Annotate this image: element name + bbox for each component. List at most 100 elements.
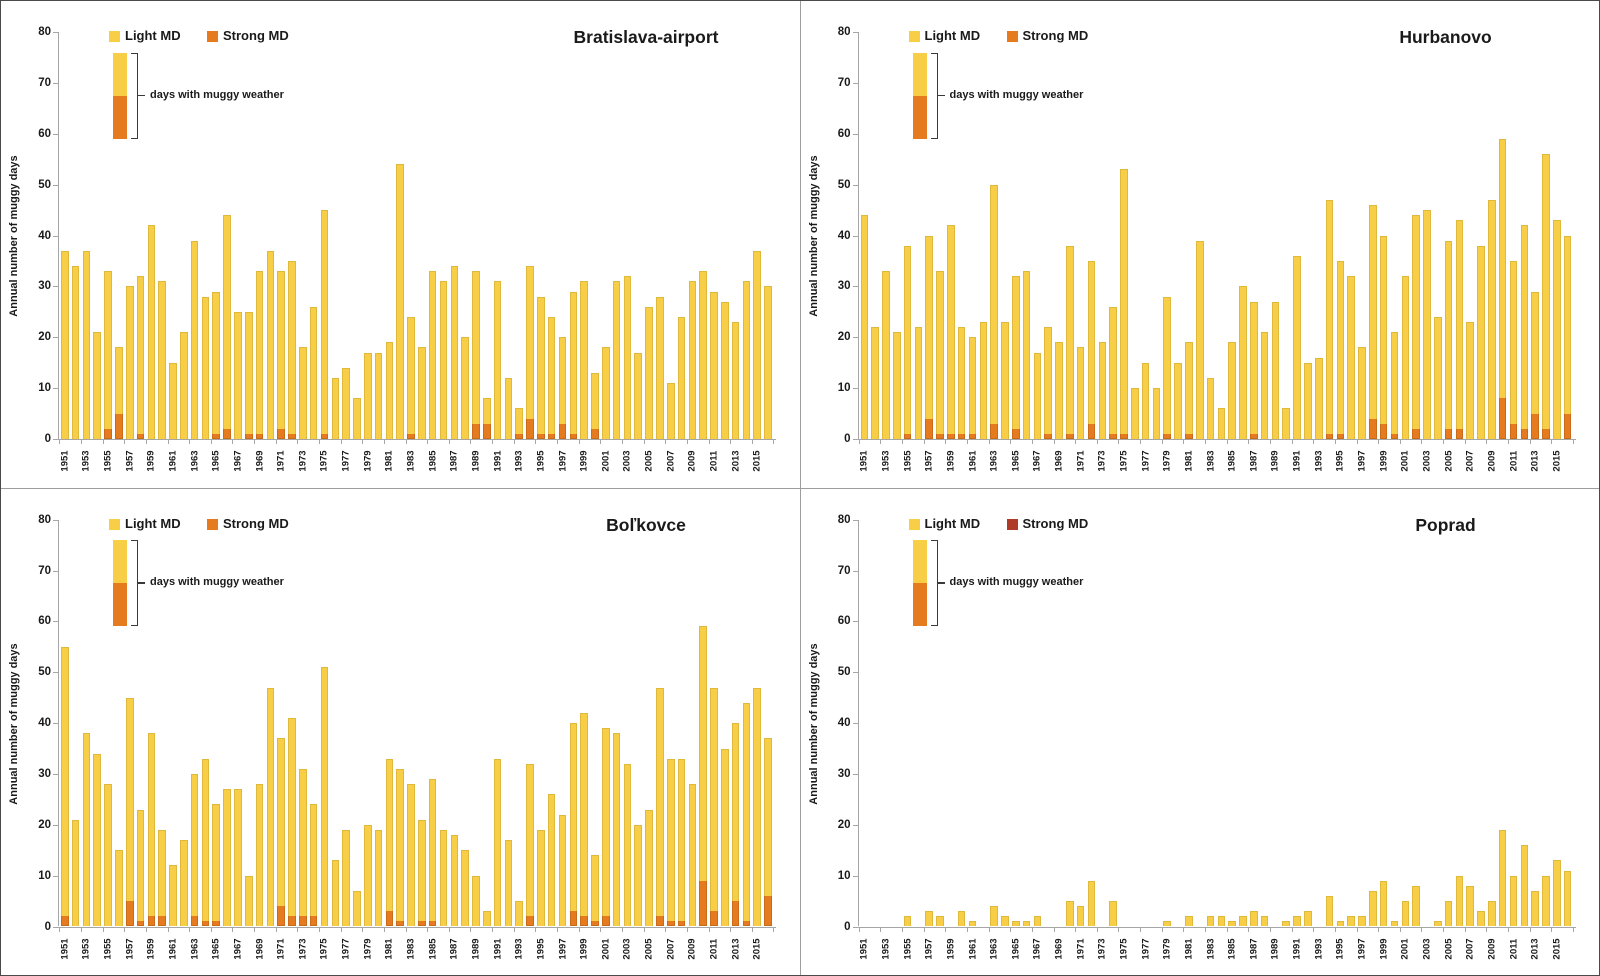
x-tick-mark — [1053, 927, 1055, 932]
x-tick-mark — [557, 440, 559, 444]
light-md-segment — [407, 784, 415, 927]
bar-1955 — [903, 245, 912, 439]
x-tick-label: 1969 — [254, 450, 266, 472]
light-md-segment — [255, 271, 264, 434]
strong-md-segment — [677, 921, 686, 927]
bar-2008 — [677, 316, 686, 439]
bar-1958 — [936, 916, 944, 927]
legend-annotation: days with muggy weather — [150, 88, 284, 101]
y-tick-mark — [852, 32, 858, 34]
light-md-segment — [721, 748, 729, 927]
light-md-segment — [374, 829, 383, 927]
light-md-segment — [342, 367, 350, 439]
light-md-segment — [677, 316, 686, 439]
light-md-segment — [1250, 911, 1258, 927]
bar-1975 — [320, 667, 329, 927]
bar-1955 — [104, 271, 112, 439]
y-tick-label: 10 — [837, 382, 851, 395]
light-md-segment — [374, 352, 383, 439]
x-tick-mark — [1248, 927, 1250, 932]
light-md-segment — [299, 347, 307, 439]
x-tick-label: 1967 — [1031, 450, 1043, 472]
x-tick-mark — [59, 440, 61, 444]
x-tick-label: 1989 — [470, 450, 482, 472]
light-md-swatch — [908, 31, 920, 42]
x-tick-mark — [145, 927, 147, 932]
x-tick-mark — [1334, 927, 1336, 932]
light-md-segment — [255, 784, 264, 927]
x-tick-label: 1997 — [557, 937, 569, 960]
strong-md-segment — [1444, 428, 1453, 439]
light-md-segment — [580, 281, 588, 439]
strong-md-segment — [320, 433, 329, 439]
strong-md-segment — [764, 895, 772, 927]
strong-md-swatch — [207, 518, 218, 530]
x-tick-mark — [383, 927, 385, 932]
light-md-segment — [688, 784, 697, 927]
x-tick-label: 1977 — [340, 450, 352, 472]
x-tick-mark — [102, 927, 104, 932]
x-tick-label: 2007 — [1464, 937, 1476, 960]
light-md-segment — [1444, 901, 1453, 927]
bar-1996 — [547, 794, 556, 927]
bar-1972 — [288, 718, 296, 927]
bar-1975 — [1120, 169, 1128, 439]
bar-1986 — [1239, 286, 1247, 439]
light-md-segment — [1401, 276, 1410, 439]
bar-1969 — [255, 271, 264, 439]
x-tick-label: 2003 — [1421, 450, 1433, 472]
light-md-segment — [710, 687, 718, 912]
x-tick-label: 1957 — [923, 937, 935, 960]
light-md-segment — [223, 215, 231, 429]
strong-md-segment — [299, 916, 307, 927]
demo-strong-segment — [113, 583, 127, 627]
x-tick-label: 2013 — [730, 450, 742, 472]
bar-1960 — [158, 281, 166, 439]
light-md-segment — [288, 718, 296, 917]
x-tick-label: 1999 — [578, 937, 590, 960]
light-md-segment — [104, 271, 112, 429]
strong-md-segment — [396, 921, 404, 927]
legend-demo-bar — [113, 540, 127, 627]
panel-title: Poprad — [1415, 514, 1476, 535]
strong-md-segment — [1455, 428, 1464, 439]
x-tick-label: 1985 — [427, 450, 439, 472]
bar-1964 — [201, 296, 210, 439]
x-tick-mark — [80, 440, 82, 444]
x-tick-label: 1969 — [1053, 937, 1065, 960]
y-tick-mark — [53, 773, 58, 775]
x-tick-label: 1995 — [1334, 937, 1346, 960]
bar-1953 — [82, 250, 91, 439]
bar-1964 — [1001, 916, 1009, 927]
bar-1998 — [1369, 890, 1377, 927]
bar-2000 — [1390, 332, 1399, 439]
bar-2016 — [764, 738, 772, 927]
bar-1995 — [537, 829, 545, 927]
strong-md-segment — [1250, 433, 1258, 439]
y-tick-label: 50 — [837, 178, 851, 191]
light-md-segment — [266, 250, 275, 439]
light-md-label: Light MD — [125, 515, 181, 531]
x-tick-mark — [405, 440, 407, 444]
panel-bolkovce: Boľkovce Annual number of muggy days 0 10… — [1, 488, 800, 975]
x-tick-label: 1955 — [102, 937, 114, 960]
bar-1957 — [925, 911, 933, 927]
light-md-segment — [623, 763, 632, 927]
light-md-segment — [234, 789, 242, 927]
strong-md-segment — [591, 921, 599, 927]
x-tick-label: 1999 — [578, 450, 590, 472]
x-tick-mark — [1226, 440, 1228, 444]
x-tick-mark — [1161, 440, 1163, 444]
x-tick-mark — [232, 927, 234, 932]
strong-md-swatch — [1006, 31, 1018, 42]
strong-md-segment — [925, 418, 933, 439]
bar-2012 — [721, 301, 729, 439]
x-tick-label: 1965 — [1010, 450, 1022, 472]
bar-1978 — [1152, 388, 1161, 439]
bar-1965 — [212, 804, 221, 927]
light-md-segment — [721, 301, 729, 439]
bar-1964 — [1001, 322, 1009, 439]
strong-md-segment — [558, 423, 567, 439]
x-tick-mark — [578, 440, 580, 444]
x-tick-mark — [1378, 927, 1380, 932]
